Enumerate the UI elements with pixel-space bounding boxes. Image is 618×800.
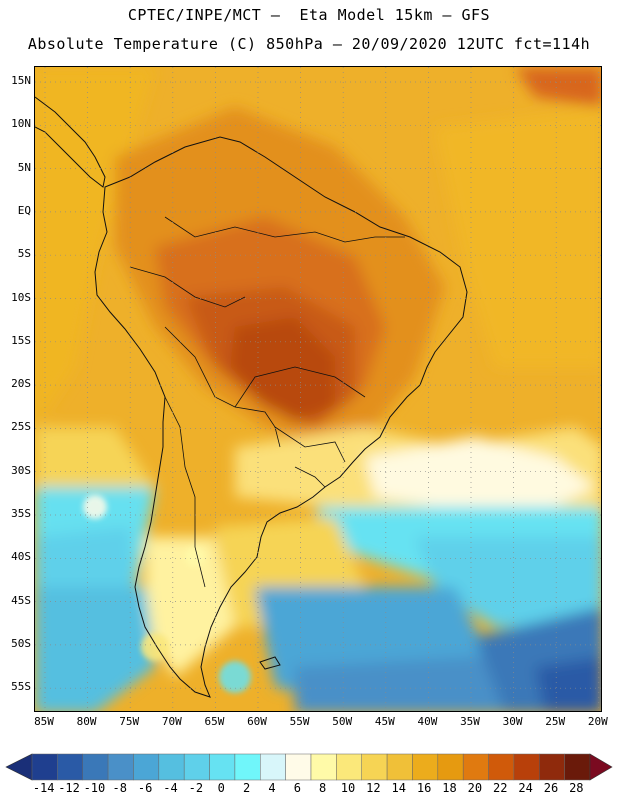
colorbar-swatch bbox=[513, 753, 540, 781]
title-line-1: CPTEC/INPE/MCT — Eta Model 15km — GFS bbox=[127, 6, 491, 24]
colorbar-tick-label: 0 bbox=[217, 781, 225, 795]
colorbar-swatch bbox=[412, 753, 439, 781]
colorbar-swatch bbox=[336, 753, 362, 781]
colorbar-tick-label: 12 bbox=[366, 781, 381, 795]
lon-label-75w: 75W bbox=[119, 715, 140, 728]
lat-label-5n: 5N bbox=[17, 160, 31, 174]
colorbar-swatch bbox=[133, 753, 160, 781]
colorbar-tick-label: 28 bbox=[569, 781, 584, 795]
lat-label-15n: 15N bbox=[11, 74, 31, 87]
colorbar-swatch bbox=[285, 753, 312, 781]
colorbar-tick-label: 22 bbox=[492, 781, 508, 795]
lon-label-55w: 55W bbox=[289, 715, 310, 728]
colorbar-tick-label: -6 bbox=[137, 781, 153, 795]
lat-label-25s: 25S bbox=[11, 420, 31, 434]
lat-label-45s: 45S bbox=[11, 593, 31, 607]
colorbar-tick-label: 26 bbox=[543, 781, 559, 795]
temperature-shading bbox=[35, 67, 601, 711]
colorbar bbox=[5, 753, 613, 781]
colorbar-swatch bbox=[310, 753, 337, 781]
central-america-coastline bbox=[35, 96, 106, 188]
lon-label-35w: 35W bbox=[460, 715, 480, 728]
map-panel bbox=[34, 66, 602, 712]
colorbar-tick-label: 2 bbox=[242, 781, 251, 795]
colorbar-tick-label: -10 bbox=[83, 781, 106, 795]
lon-label-60w: 60W bbox=[247, 715, 267, 728]
lon-label-65w: 65W bbox=[204, 715, 225, 728]
lat-label-20s: 20S bbox=[11, 377, 31, 391]
lat-label-35s: 35S bbox=[11, 507, 31, 520]
lat-label-10s: 10S bbox=[11, 290, 31, 304]
colorbar-tick-label: 18 bbox=[442, 781, 457, 795]
lat-label-15s: 15S bbox=[11, 333, 31, 347]
colorbar-tick-label: -14 bbox=[32, 781, 55, 795]
lat-label-5s: 5S bbox=[17, 247, 31, 261]
temperature-map bbox=[35, 67, 601, 711]
colorbar-tick-label: 6 bbox=[293, 781, 301, 795]
lat-label-55s: 55S bbox=[11, 680, 31, 694]
colorbar-swatch bbox=[209, 753, 236, 781]
colorbar-swatch bbox=[57, 753, 83, 781]
colorbar-tick-label: 14 bbox=[391, 781, 406, 795]
colorbar-tick-label: 16 bbox=[416, 781, 432, 795]
falkland-islands bbox=[259, 656, 281, 670]
lon-label-80w: 80W bbox=[76, 715, 97, 728]
colorbar-swatch bbox=[183, 753, 210, 781]
colorbar-swatch bbox=[82, 753, 109, 781]
colorbar-tick-label: -2 bbox=[188, 781, 204, 795]
lon-label-25w: 25W bbox=[545, 715, 566, 728]
lon-label-40w: 40W bbox=[417, 715, 438, 728]
title-line-2: Absolute Temperature (C) 850hPa — 20/09/… bbox=[27, 35, 591, 53]
lon-label-20w: 20W bbox=[587, 715, 608, 728]
colorbar-tick-label: -8 bbox=[112, 781, 127, 795]
colorbar-swatch bbox=[539, 753, 565, 781]
lat-label-50s: 50S bbox=[11, 636, 31, 650]
lon-label-70w: 70W bbox=[161, 715, 182, 728]
south-america-coastline bbox=[94, 136, 468, 698]
colorbar-swatch bbox=[107, 753, 134, 781]
lon-label-85w: 85W bbox=[34, 715, 54, 728]
lon-label-50w: 50W bbox=[332, 715, 353, 728]
colorbar-tick-label: 10 bbox=[340, 781, 356, 795]
colorbar-swatch bbox=[31, 753, 58, 781]
colorbar-swatch bbox=[234, 753, 261, 781]
colorbar-swatch bbox=[386, 753, 413, 781]
colorbar-tick-label: 8 bbox=[319, 781, 327, 795]
colorbar-swatch bbox=[462, 753, 489, 781]
lat-label-40s: 40S bbox=[11, 550, 31, 564]
lon-label-45w: 45W bbox=[374, 715, 395, 728]
lat-label-30s: 30S bbox=[11, 463, 31, 477]
colorbar-swatch bbox=[158, 753, 185, 781]
country-borders bbox=[129, 216, 405, 588]
colorbar-tick-label: 4 bbox=[268, 781, 276, 795]
colorbar-swatch bbox=[361, 753, 388, 781]
colorbar-swatch bbox=[564, 753, 591, 781]
lat-label-eq: EQ bbox=[17, 203, 31, 217]
colorbar-swatch bbox=[437, 753, 464, 781]
colorbar-tick-label: 24 bbox=[518, 781, 533, 795]
colorbar-right-arrow bbox=[589, 753, 613, 781]
lat-label-10n: 10N bbox=[11, 117, 31, 131]
lon-label-30w: 30W bbox=[502, 715, 523, 728]
colorbar-tick-label: 20 bbox=[467, 781, 483, 795]
colorbar-swatch bbox=[488, 753, 515, 781]
colorbar-tick-label: -12 bbox=[58, 781, 80, 795]
colorbar-swatch bbox=[260, 753, 286, 781]
colorbar-left-arrow bbox=[5, 753, 33, 781]
colorbar-tick-label: -4 bbox=[163, 781, 178, 795]
